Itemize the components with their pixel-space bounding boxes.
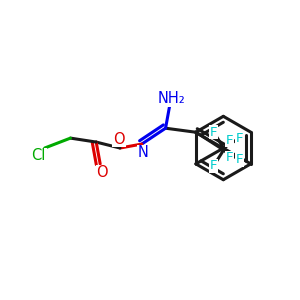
Text: NH₂: NH₂ [158, 91, 185, 106]
Text: O: O [96, 165, 108, 180]
Text: Cl: Cl [32, 148, 46, 164]
Text: F: F [226, 152, 233, 164]
Text: F: F [236, 132, 243, 145]
Text: F: F [226, 134, 233, 147]
Text: F: F [236, 153, 243, 167]
Text: O: O [113, 132, 125, 147]
Text: F: F [210, 126, 218, 139]
Text: F: F [210, 159, 218, 172]
Text: N: N [137, 146, 148, 160]
